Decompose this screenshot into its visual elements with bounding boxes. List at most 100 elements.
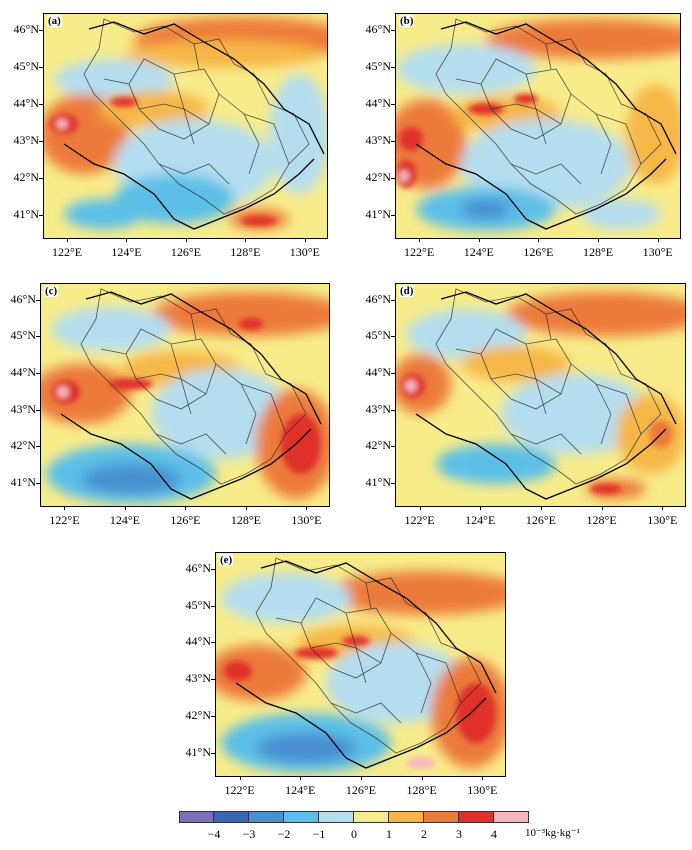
lat-tick-label: 45°N (10, 328, 36, 343)
lat-tick-label: 44°N (365, 364, 391, 379)
lon-tick-mark (538, 238, 540, 242)
lon-tick-label: 124°E (111, 245, 142, 259)
lat-tick-mark (391, 140, 395, 142)
lon-tick-mark (124, 506, 126, 510)
lat-tick-mark (391, 177, 395, 179)
lon-tick-mark (185, 506, 187, 510)
panel-label: (a) (47, 15, 62, 27)
lat-tick-label: 42°N (10, 438, 36, 453)
lon-tick-mark (421, 776, 423, 780)
lon-tick-mark (662, 506, 664, 510)
lon-tick-mark (64, 506, 66, 510)
colorbar-swatch (389, 811, 424, 823)
lat-tick-mark (39, 103, 43, 105)
lat-tick-mark (391, 446, 395, 448)
lat-tick-label: 42°N (365, 438, 391, 453)
field-e (216, 553, 505, 776)
lat-tick-mark (36, 372, 40, 374)
field-a (44, 14, 327, 238)
lat-tick-mark (36, 409, 40, 411)
lat-tick-mark (39, 29, 43, 31)
lat-tick-mark (36, 299, 40, 301)
lat-tick-label: 44°N (10, 364, 36, 379)
lat-tick-label: 43°N (13, 132, 39, 147)
lon-tick-label: 128°E (582, 245, 614, 259)
lat-tick-label: 42°N (13, 169, 39, 184)
lon-tick-mark (245, 506, 247, 510)
lat-tick-mark (39, 214, 43, 216)
lon-tick-label: 124°E (285, 783, 316, 797)
lon-tick-label: 130°E (289, 245, 320, 259)
map-d: (d) (395, 283, 686, 507)
panel-c: (c) 46°N 45°N 44°N 43°N 42°N 41°N 122°E 124°E 12… (0, 270, 340, 535)
lon-tick-label: 126°E (170, 245, 201, 259)
lon-tick-label: 128°E (230, 245, 261, 259)
lon-tick-mark (598, 238, 600, 242)
lon-tick-mark (306, 506, 308, 510)
lat-tick-mark (39, 177, 43, 179)
lon-tick-label: 124°E (465, 513, 496, 527)
lon-tick-mark (300, 776, 302, 780)
lat-tick-label: 46°N (10, 291, 36, 306)
colorbar-tick-label: −2 (277, 827, 291, 841)
colorbar-tick-label: −1 (312, 827, 326, 841)
lat-tick-mark (211, 679, 215, 681)
lat-tick-mark (391, 214, 395, 216)
field-c (41, 284, 329, 506)
lon-tick-label: 130°E (467, 783, 498, 797)
lon-tick-mark (185, 238, 187, 242)
panel-label: (b) (399, 15, 415, 27)
panel-label: (d) (399, 285, 415, 297)
lat-tick-mark (36, 336, 40, 338)
lon-tick-label: 122°E (404, 245, 435, 259)
map-e: (e) (215, 552, 506, 777)
lat-tick-mark (39, 140, 43, 142)
panel-label: (e) (219, 554, 234, 566)
lat-tick-label: 42°N (185, 707, 211, 722)
panel-label: (c) (44, 285, 59, 297)
colorbar-tick-label: 1 (386, 827, 392, 841)
lat-tick-label: 44°N (365, 95, 391, 110)
lat-tick-label: 42°N (365, 169, 391, 184)
colorbar-tick-label: −4 (207, 827, 221, 841)
lon-tick-label: 122°E (51, 245, 83, 259)
lon-tick-label: 124°E (463, 245, 494, 259)
lon-tick-mark (360, 776, 362, 780)
colorbar-swatch (319, 811, 354, 823)
colorbar-tick-label: 3 (456, 827, 462, 841)
lon-tick-mark (657, 238, 659, 242)
lat-tick-mark (36, 482, 40, 484)
map-c: (c) (40, 283, 330, 507)
lat-tick-label: 44°N (13, 95, 39, 110)
lon-tick-label: 122°E (49, 513, 80, 527)
lon-tick-label: 126°E (523, 245, 554, 259)
lon-tick-mark (419, 238, 421, 242)
lon-tick-mark (126, 238, 128, 242)
lon-tick-label: 122°E (404, 513, 435, 527)
lat-tick-label: 41°N (10, 474, 36, 489)
colorbar-swatch (214, 811, 249, 823)
lon-tick-mark (478, 238, 480, 242)
colorbar-tick-label: 4 (491, 827, 497, 841)
lat-tick-label: 46°N (365, 291, 391, 306)
lat-tick-mark (391, 482, 395, 484)
lon-tick-mark (239, 776, 241, 780)
lat-tick-label: 41°N (185, 744, 211, 759)
lat-tick-label: 46°N (185, 560, 211, 575)
field-b (396, 14, 680, 238)
lon-tick-label: 128°E (586, 513, 617, 527)
panel-a: (a) 46°N 45°N 44°N 43°N 42°N 41°N 122°E 124°E 12… (0, 0, 340, 265)
lon-tick-label: 122°E (224, 783, 255, 797)
colorbar-swatch (424, 811, 459, 823)
lon-tick-mark (601, 506, 603, 510)
lat-tick-label: 44°N (185, 634, 211, 649)
lon-tick-mark (540, 506, 542, 510)
colorbar-frame (179, 811, 529, 823)
lon-tick-mark (482, 776, 484, 780)
lon-tick-mark (245, 238, 247, 242)
lat-tick-mark (391, 372, 395, 374)
lat-tick-mark (211, 715, 215, 717)
lon-tick-label: 130°E (642, 245, 673, 259)
lat-tick-mark (211, 752, 215, 754)
lat-tick-mark (36, 446, 40, 448)
